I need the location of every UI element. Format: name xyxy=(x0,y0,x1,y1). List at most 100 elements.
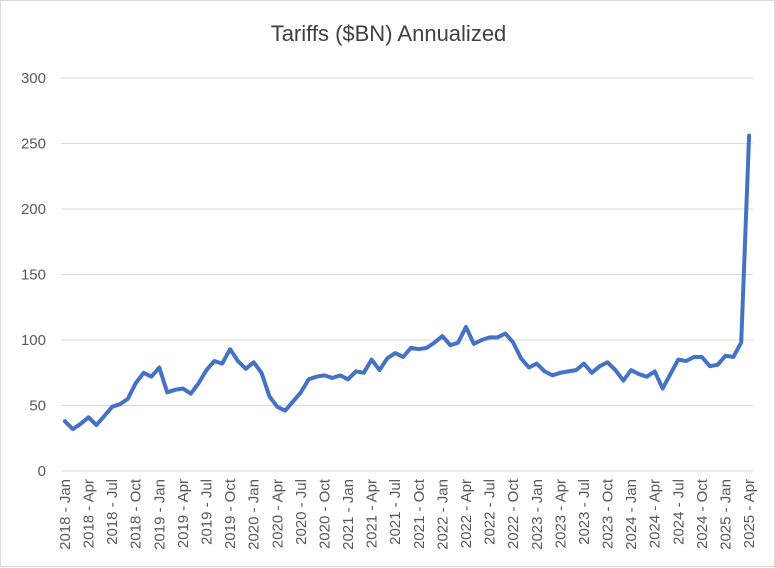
data-point xyxy=(267,394,271,398)
data-point xyxy=(613,368,617,372)
x-tick-label: 2023 - Apr xyxy=(552,479,569,548)
data-point xyxy=(354,369,358,373)
data-point xyxy=(307,377,311,381)
x-tick-label: 2022 - Jul xyxy=(482,479,499,545)
data-point xyxy=(692,355,696,359)
y-tick-label: 50 xyxy=(29,398,46,415)
data-point xyxy=(535,362,539,366)
x-tick-label: 2020 - Jul xyxy=(293,479,310,545)
data-point xyxy=(149,375,153,379)
data-point xyxy=(543,369,547,373)
x-tick-label: 2020 - Jan xyxy=(246,479,263,550)
y-tick-label: 250 xyxy=(21,136,46,153)
data-point xyxy=(417,347,421,351)
data-point xyxy=(330,376,334,380)
data-point xyxy=(401,355,405,359)
data-point xyxy=(315,375,319,379)
data-point xyxy=(550,373,554,377)
data-point xyxy=(244,367,248,371)
x-tick-label: 2023 - Oct xyxy=(600,478,617,549)
data-point xyxy=(71,427,75,431)
data-point xyxy=(433,341,437,345)
x-tick-label: 2025 - Apr xyxy=(741,479,758,548)
y-tick-label: 150 xyxy=(21,267,46,284)
x-tick-label: 2023 - Jul xyxy=(576,479,593,545)
x-tick-label: 2020 - Apr xyxy=(269,479,286,548)
data-point xyxy=(299,390,303,394)
data-point xyxy=(495,335,499,339)
gridlines xyxy=(61,77,753,472)
data-point xyxy=(731,355,735,359)
x-tick-label: 2024 - Apr xyxy=(647,479,664,548)
x-tick-label: 2024 - Jan xyxy=(623,479,640,550)
x-tick-label: 2025 - Jan xyxy=(717,479,734,550)
data-point xyxy=(661,386,665,390)
data-point xyxy=(275,405,279,409)
x-tick-label: 2021 - Apr xyxy=(364,479,381,548)
x-tick-label: 2018 - Jul xyxy=(104,479,121,545)
data-point xyxy=(134,381,138,385)
data-point xyxy=(621,379,625,383)
data-point xyxy=(322,373,326,377)
data-point xyxy=(716,363,720,367)
x-tick-label: 2021 - Oct xyxy=(411,478,428,549)
data-point xyxy=(236,359,240,363)
series-layer xyxy=(62,133,752,432)
data-point xyxy=(684,359,688,363)
data-point xyxy=(212,359,216,363)
data-point xyxy=(79,422,83,426)
data-point xyxy=(503,331,507,335)
data-point xyxy=(338,373,342,377)
data-point xyxy=(574,368,578,372)
data-point xyxy=(708,364,712,368)
data-point xyxy=(126,397,130,401)
data-point xyxy=(385,356,389,360)
data-point xyxy=(204,368,208,372)
x-tick-label: 2018 - Jan xyxy=(57,479,74,550)
x-tick-label: 2018 - Oct xyxy=(128,478,145,549)
x-tick-label: 2023 - Jan xyxy=(529,479,546,550)
x-tick-label: 2022 - Oct xyxy=(505,478,522,549)
data-point xyxy=(173,388,177,392)
x-tick-label: 2020 - Oct xyxy=(316,478,333,549)
data-point xyxy=(370,358,374,362)
data-point xyxy=(189,392,193,396)
data-point xyxy=(472,342,476,346)
data-point xyxy=(739,341,743,345)
x-tick-label: 2019 - Apr xyxy=(175,479,192,548)
x-tick-label: 2021 - Jul xyxy=(387,479,404,545)
y-axis-ticks: 0 50 100 150 200 250 300 xyxy=(21,70,46,480)
data-point xyxy=(456,341,460,345)
data-point xyxy=(425,346,429,350)
data-point xyxy=(637,372,641,376)
x-tick-label: 2019 - Jan xyxy=(151,479,168,550)
x-axis-ticks: 2018 - Jan 2018 - Apr 2018 - Jul 2018 - Oct… xyxy=(57,478,758,550)
y-tick-label: 100 xyxy=(21,332,46,349)
x-tick-label: 2021 - Jan xyxy=(340,479,357,550)
data-point xyxy=(747,134,751,138)
data-point xyxy=(362,371,366,375)
data-point xyxy=(165,390,169,394)
data-point xyxy=(440,334,444,338)
x-tick-label: 2018 - Apr xyxy=(81,479,98,548)
data-point xyxy=(157,366,161,370)
data-point xyxy=(228,347,232,351)
data-point xyxy=(582,362,586,366)
chart-title: Tariffs ($BN) Annualized xyxy=(270,21,507,46)
data-point xyxy=(393,351,397,355)
data-point xyxy=(409,346,413,350)
data-point xyxy=(197,381,201,385)
data-point xyxy=(598,364,602,368)
data-point xyxy=(590,371,594,375)
x-tick-label: 2019 - Oct xyxy=(222,478,239,549)
y-tick-label: 200 xyxy=(21,201,46,218)
x-tick-label: 2022 - Apr xyxy=(458,479,475,548)
data-point xyxy=(558,371,562,375)
data-point xyxy=(252,360,256,364)
data-point xyxy=(94,423,98,427)
data-point xyxy=(645,375,649,379)
data-point xyxy=(260,371,264,375)
data-point xyxy=(291,400,295,404)
